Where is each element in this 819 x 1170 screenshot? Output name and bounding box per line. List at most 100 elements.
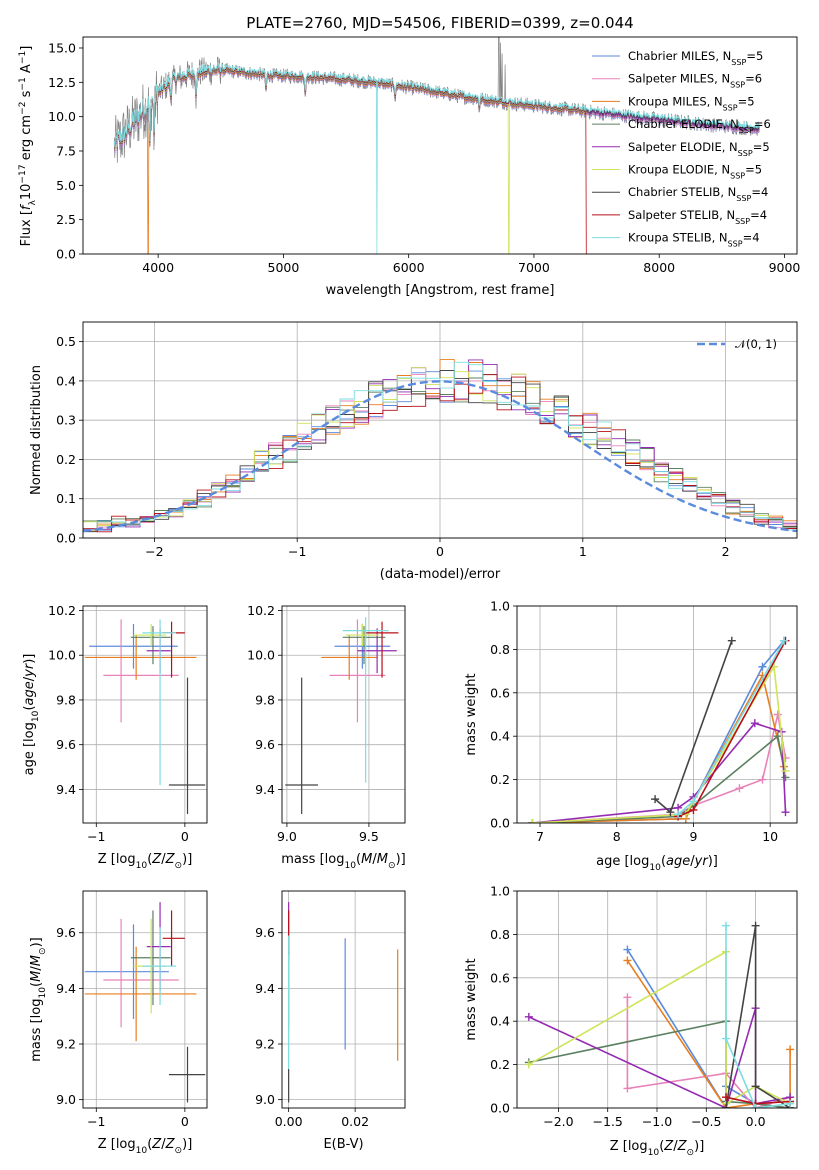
histogram-series [83, 374, 797, 533]
y-tick-label: 9.0 [255, 1092, 275, 1107]
weight-line [725, 925, 791, 1108]
weight-series-4 [524, 1004, 795, 1108]
y-tick-label: 9.2 [255, 1037, 275, 1052]
y-tick-label: 9.6 [56, 737, 76, 752]
axes-frame [281, 605, 406, 824]
weight-marker [623, 956, 632, 965]
figure-title: PLATE=2760, MJD=54506, FIBERID=0399, z=0… [246, 14, 633, 32]
weight-marker [751, 1104, 760, 1108]
y-tick-label: 0.2 [490, 1057, 510, 1072]
y-axis-label: mass [log10(M/M⊙)] [29, 937, 48, 1061]
y-axis-label: mass weight [464, 673, 479, 755]
y-tick-label: 2.5 [56, 212, 76, 227]
y-tick-label: 1.0 [490, 884, 510, 899]
y-tick-label: 0.2 [490, 772, 510, 787]
legend-entry: Salpeter ELODIE, NSSP=5 [628, 140, 770, 158]
x-tick-label: −1.5 [593, 1114, 623, 1129]
weight-marker [722, 1104, 731, 1108]
y-tick-label: 0.0 [56, 531, 76, 546]
y-tick-label: 12.5 [48, 75, 76, 90]
legend-entry: Chabrier MILES, NSSP=5 [628, 49, 763, 67]
weight-marker [674, 810, 683, 819]
y-tick-label: 10.2 [247, 603, 275, 618]
y-tick-label: 9.8 [56, 692, 76, 707]
axes-frame [281, 890, 406, 1109]
panel-weight-vs-age: 7 8 9 10 0.0 0.2 0.4 0.6 0.8 1.0 age [log10(age/yr… [464, 599, 798, 873]
weight-marker [751, 1082, 760, 1091]
y-tick-label: 9.6 [255, 925, 275, 940]
x-tick-label: −2 [145, 544, 163, 559]
y-tick-label: 0.4 [490, 1014, 510, 1029]
weight-series-8 [674, 636, 788, 819]
legend: Chabrier MILES, NSSP=5 Salpeter MILES, NS… [592, 49, 771, 248]
x-tick-label: 10 [762, 829, 778, 844]
y-tick-label: 0.4 [490, 729, 510, 744]
weight-line [725, 925, 791, 1108]
weight-marker [781, 808, 790, 817]
plot-area [113, 37, 760, 254]
weight-line [626, 959, 791, 1108]
panel-age-vs-Z: −1 0 9.4 9.6 9.8 10.0 10.2 Z [log10(Z/Z⊙)] age [… [22, 603, 208, 871]
errorbar-2 [321, 635, 378, 680]
weight-marker [758, 775, 767, 784]
plot-area [524, 921, 795, 1108]
panel-age-vs-mass: 9.0 9.5 9.4 9.6 9.8 10.0 10.2 mass [log10(M/M⊙)… [247, 603, 406, 871]
errorbar-8 [142, 927, 176, 1006]
weight-line [528, 950, 791, 1106]
y-tick-label: 0.0 [490, 1101, 510, 1116]
weight-marker [722, 921, 731, 930]
x-tick-label: 9.5 [359, 829, 379, 844]
x-tick-label: 8 [613, 829, 621, 844]
legend-entry: Salpeter MILES, NSSP=6 [628, 72, 762, 90]
x-tick-label: 7 [536, 829, 544, 844]
plot-area [83, 359, 797, 533]
x-axis-label: age [log10(age/yr)] [596, 854, 718, 873]
weight-series-4 [528, 719, 790, 823]
y-tick-label: 0.4 [56, 373, 76, 388]
y-tick-label: 9.8 [255, 692, 275, 707]
x-tick-label: −1.0 [642, 1114, 672, 1129]
x-axis-label: Z [log10(Z/Z⊙)] [610, 1139, 705, 1158]
x-tick-label: 0.0 [746, 1114, 766, 1129]
errorbar-1 [329, 619, 386, 723]
y-tick-label: 0.0 [56, 247, 76, 262]
x-tick-label: 0 [436, 544, 444, 559]
errorbar-2 [84, 635, 197, 680]
weight-marker [623, 1084, 632, 1093]
legend-entry: Salpeter STELIB, NSSP=4 [628, 208, 767, 226]
y-tick-label: 0.8 [490, 927, 510, 942]
weight-line [532, 640, 785, 823]
x-tick-label: 2 [722, 544, 730, 559]
x-tick-label: 4000 [142, 260, 174, 275]
weight-marker [524, 1060, 533, 1069]
model-spectrum [113, 63, 587, 254]
panels: 4000 5000 6000 7000 8000 90000.02.55.07.510.0… [18, 36, 800, 1158]
plot-area [288, 902, 399, 1103]
x-tick-label: 9 [689, 829, 697, 844]
legend-entry: Chabrier STELIB, NSSP=4 [628, 185, 768, 203]
weight-marker [758, 662, 767, 671]
y-tick-label: 9.6 [56, 925, 76, 940]
y-tick-label: 0.6 [490, 685, 510, 700]
errorbar-5 [345, 623, 379, 647]
weight-marker [786, 1099, 795, 1108]
weight-marker [651, 795, 660, 804]
weight-marker [786, 1045, 795, 1054]
x-tick-label: 8000 [643, 260, 675, 275]
model-spectrum [145, 66, 587, 254]
x-tick-label: 0.02 [341, 1114, 369, 1129]
legend-entry: Kroupa ELODIE, NSSP=5 [628, 163, 762, 181]
x-tick-label: 0 [181, 1114, 189, 1129]
y-tick-label: 9.4 [56, 981, 76, 996]
errorbar-4 [357, 628, 397, 674]
errorbar-0 [89, 623, 178, 669]
errorbar-8 [142, 619, 176, 785]
errorbar-0 [84, 924, 169, 1019]
legend-normal: 𝒩(0, 1) [735, 337, 777, 351]
y-tick-label: 0.2 [56, 452, 76, 467]
model-spectrum [113, 62, 760, 254]
weight-marker [751, 921, 760, 930]
weight-marker [773, 732, 782, 741]
y-tick-label: 10.2 [48, 603, 76, 618]
